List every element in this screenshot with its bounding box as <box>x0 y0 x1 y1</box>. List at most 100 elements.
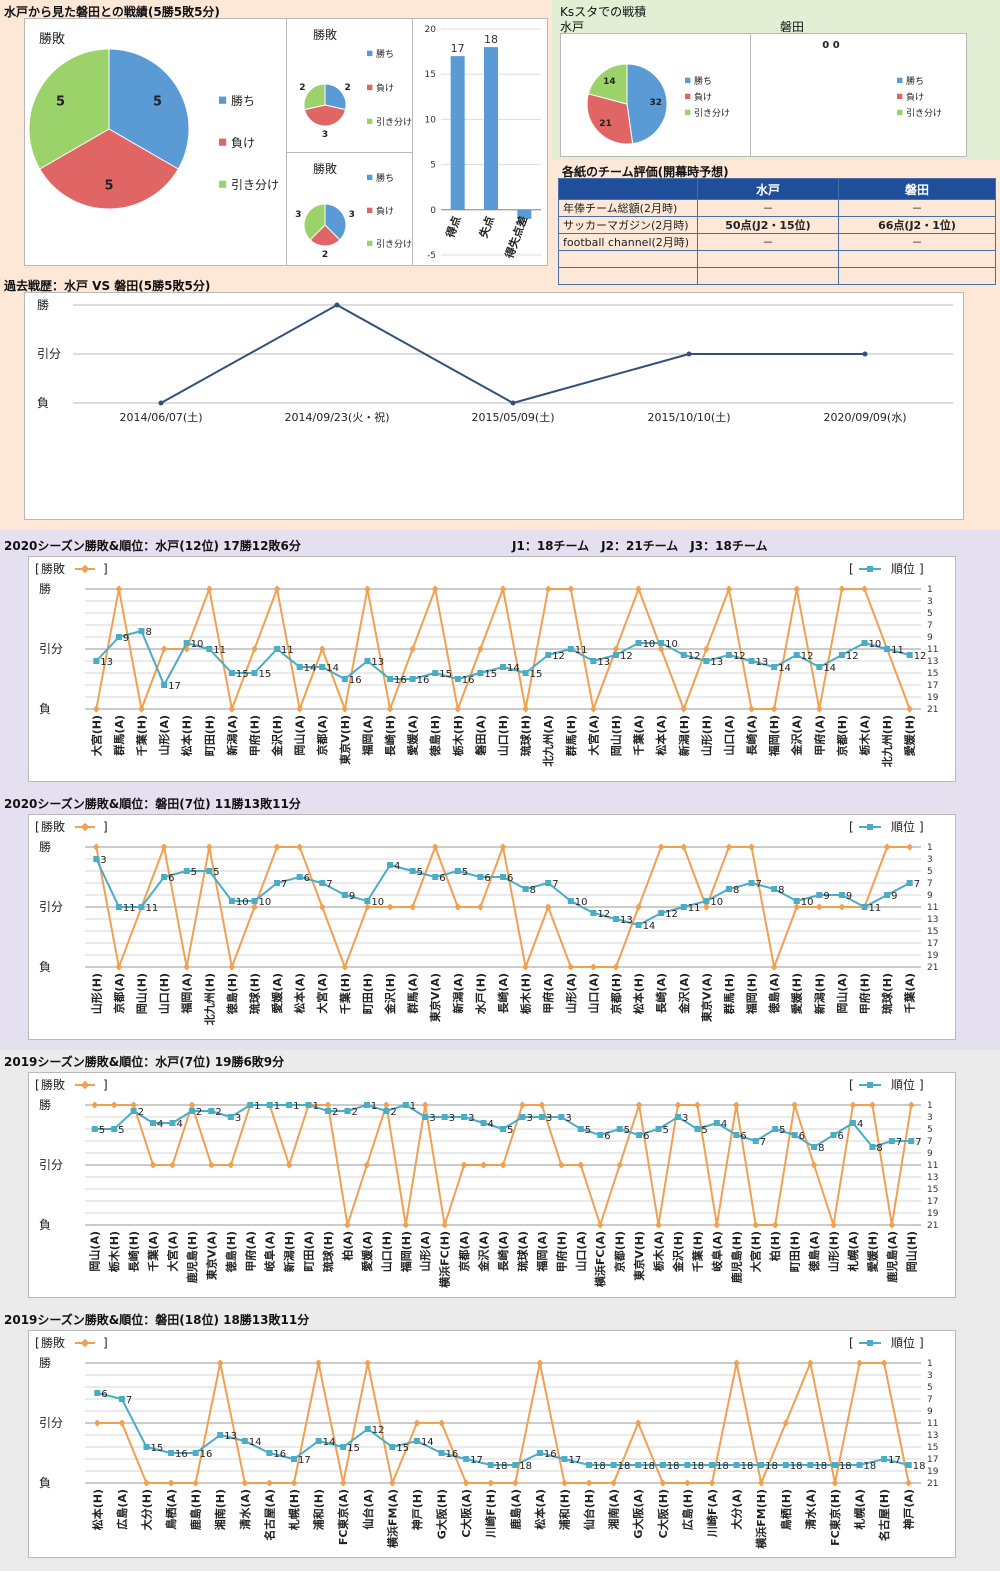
rank-tick-label: 15 <box>927 927 938 937</box>
legend-bracket-right: ] <box>103 1336 108 1350</box>
rank-point <box>432 670 439 676</box>
history-point <box>334 302 340 308</box>
rank-point <box>402 1102 409 1108</box>
rank-point <box>500 1126 506 1132</box>
x-tick-label: 栃木(H) <box>519 973 533 1014</box>
rank-point <box>536 1450 543 1456</box>
legend-rank-label: 順位 <box>891 819 915 834</box>
rank-data-label: 10 <box>575 897 588 908</box>
rank-data-label: 1 <box>371 1101 377 1112</box>
rank-data-label: 3 <box>546 1113 552 1124</box>
rank-data-label: 16 <box>544 1449 557 1460</box>
rank-point <box>674 1114 681 1120</box>
table-cell: 50点(J2・15位) <box>697 216 839 234</box>
iwata2020-title: 2020シーズン勝敗&順位：磐田(7位) 11勝13敗11分 <box>4 797 301 811</box>
result-point <box>341 963 349 971</box>
x-tick-label: 徳島(H) <box>428 715 442 757</box>
x-tick-label: 甲府(H) <box>554 1231 568 1272</box>
result-point <box>115 963 123 971</box>
rank-data-label: 4 <box>176 1119 182 1130</box>
rank-data-label: 15 <box>236 669 249 680</box>
rank-point <box>567 646 574 652</box>
x-tick-label: G大阪(H) <box>435 1489 449 1539</box>
rank-tick-label: 21 <box>927 705 938 715</box>
rank-data-label: 3 <box>682 1113 688 1124</box>
result-point <box>659 1479 667 1487</box>
rank-data-label: 3 <box>449 1113 455 1124</box>
x-tick-label: 北九州(A) <box>541 715 555 767</box>
rank-tick-label: 13 <box>927 1173 938 1183</box>
x-tick-label: 栃木(H) <box>451 715 465 756</box>
x-tick-label: 千葉(H) <box>338 973 352 1014</box>
rank-data-label: 17 <box>470 1455 483 1466</box>
rank-point <box>733 1132 740 1138</box>
pie-data-label: 5 <box>153 94 162 109</box>
x-tick-label: 栃木(A) <box>858 715 872 756</box>
x-tick-label: 福岡(A) <box>360 715 374 757</box>
rank-data-label: 4 <box>488 1119 494 1130</box>
x-tick-label: C大阪(H) <box>656 1489 670 1538</box>
rank-data-label: 16 <box>417 675 430 686</box>
goals-bar-chart: -5 0 5 10 15 20 17 得点 18 失点 得失点差 <box>425 25 541 261</box>
legend-bracket-right: ] <box>103 1078 108 1092</box>
rank-data-label: 12 <box>846 651 859 662</box>
rank-point <box>93 658 100 664</box>
rank-data-label: 17 <box>568 1455 581 1466</box>
x-tick-label: 川崎F(H) <box>484 1489 498 1539</box>
rank-data-label: 12 <box>688 651 701 662</box>
x-tick-label: 鹿児島(A) <box>885 1231 899 1283</box>
x-tick-label: 山口(H) <box>496 715 510 756</box>
result-point <box>296 705 304 713</box>
result-point <box>752 1221 760 1229</box>
rank-point <box>771 664 778 670</box>
rank-point <box>830 1132 837 1138</box>
x-tick-label: 東京V(A) <box>699 973 713 1022</box>
rank-point <box>364 1426 371 1432</box>
result-point <box>589 963 597 971</box>
x-tick-label: 鹿島(H) <box>189 1489 203 1530</box>
rank-data-label: 3 <box>235 1113 241 1124</box>
result-point <box>296 843 304 851</box>
table-cell: － <box>697 199 839 217</box>
history-point <box>510 400 516 406</box>
result-point <box>207 1161 215 1169</box>
rank-data-label: 5 <box>624 1125 630 1136</box>
x-tick-label: 山口(H) <box>157 973 171 1014</box>
rank-point <box>635 922 642 928</box>
x-tick-label: 甲府(A) <box>243 1231 257 1272</box>
result-point <box>771 1221 779 1229</box>
x-tick-label: 大宮(A) <box>586 715 600 756</box>
x-tick-label: 山口(A) <box>586 973 600 1014</box>
rank-tick-label: 11 <box>927 1419 938 1429</box>
x-tick-label: 福岡(H) <box>767 715 781 757</box>
result-point <box>487 1479 495 1487</box>
result-point <box>499 1161 507 1169</box>
iwata2019-title: 2019シーズン勝敗&順位：磐田(18位) 18勝13敗11分 <box>4 1313 310 1327</box>
x-tick-label: 札幌(H) <box>287 1489 301 1531</box>
rank-data-label: 15 <box>258 669 271 680</box>
x-tick-label: 鹿児島(H) <box>185 1231 199 1283</box>
x-tick-label: 京都(A) <box>457 1231 471 1272</box>
legend-result-label: 勝敗 <box>41 819 65 834</box>
result-point <box>733 1359 741 1367</box>
rank-data-label: 17 <box>298 1455 311 1466</box>
x-tick-label: 福岡(A) <box>180 973 194 1015</box>
result-point <box>855 1359 864 1367</box>
legend-bracket-left: [ <box>35 820 40 834</box>
pie-slice <box>586 93 634 145</box>
rank-tick-label: 19 <box>927 1209 939 1219</box>
rank-point <box>610 1462 617 1468</box>
rank-point <box>315 1438 322 1444</box>
rank-data-label: 3 <box>468 1113 474 1124</box>
rank-point <box>188 1108 195 1114</box>
legend-label: 引き分け <box>376 117 412 128</box>
x-tick-label: 山口(A) <box>574 1231 588 1272</box>
rank-point <box>545 652 552 658</box>
rank-point <box>364 658 371 664</box>
result-point <box>806 1359 814 1367</box>
rank-tick-label: 17 <box>927 1197 938 1207</box>
result-point <box>567 585 575 593</box>
rank-data-label: 3 <box>100 855 106 866</box>
result-point <box>610 1479 618 1487</box>
rank-data-label: 6 <box>838 1131 844 1142</box>
